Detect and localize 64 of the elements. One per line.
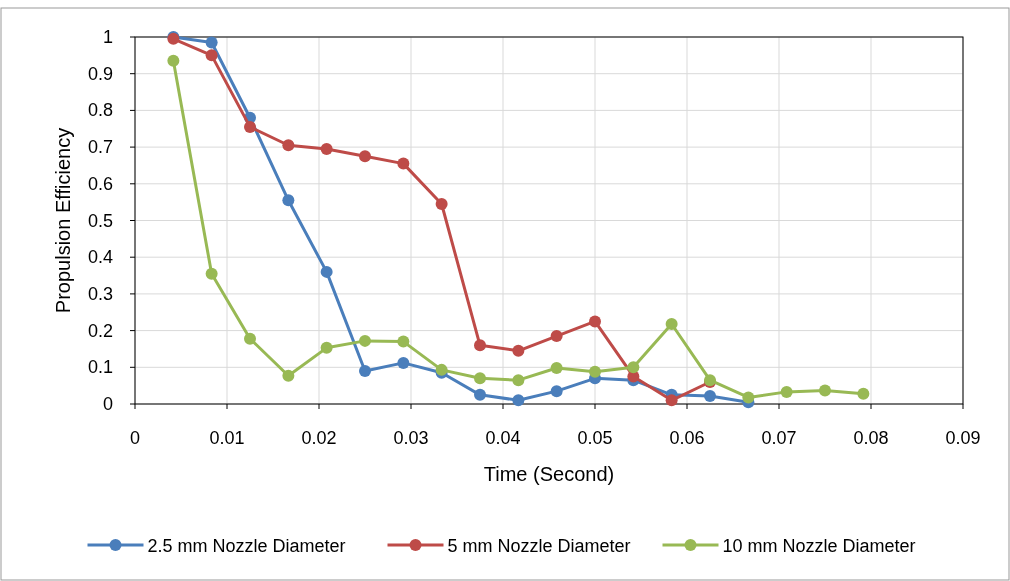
x-tick-label: 0 (129, 428, 141, 448)
point (435, 197, 448, 210)
point (550, 362, 563, 375)
point (359, 150, 371, 163)
point (857, 387, 870, 400)
y-tick-label: 0.9 (87, 63, 113, 84)
legend-label: 5 mm Nozzle Diameter (447, 536, 631, 556)
x-tick-label: 0.06 (669, 428, 705, 448)
legend-label: 10 mm Nozzle Diameter (722, 536, 916, 556)
x-tick-label: 0.01 (209, 428, 245, 448)
y-tick-label: 0.8 (87, 100, 113, 121)
point (205, 36, 218, 49)
x-tick-label: 0.07 (761, 428, 797, 448)
point (359, 334, 371, 347)
point (589, 365, 601, 378)
point (397, 157, 410, 170)
y-tick-label: 0.1 (87, 357, 113, 378)
point (205, 49, 218, 62)
point (320, 265, 333, 278)
x-tick-label: 0.02 (301, 428, 337, 448)
point (474, 339, 486, 352)
point (282, 369, 295, 382)
point (550, 330, 563, 343)
point (589, 315, 601, 328)
point (780, 385, 793, 398)
y-tick-label: 0.2 (87, 320, 113, 341)
point (167, 54, 180, 67)
x-tick-label: 0.09 (945, 428, 981, 448)
y-axis-title: Propulsion Efficiency (52, 127, 74, 314)
point (282, 194, 295, 207)
point (512, 394, 525, 407)
point (550, 385, 563, 398)
point (244, 332, 256, 345)
point (359, 364, 371, 377)
y-tick-label: 0 (102, 394, 113, 414)
point (512, 344, 525, 357)
point (474, 388, 486, 401)
y-tick-label: 0.7 (87, 137, 113, 158)
point (665, 317, 678, 330)
legend-label: 2.5 mm Nozzle Diameter (147, 536, 346, 556)
x-tick-label: 0.03 (393, 428, 429, 448)
point (512, 374, 525, 387)
point (397, 335, 410, 348)
point (320, 341, 333, 354)
y-tick-label: 1 (102, 27, 113, 47)
y-tick-label: 0.6 (87, 173, 113, 194)
point (320, 142, 333, 155)
point (819, 384, 831, 397)
point (627, 361, 640, 374)
point (282, 139, 295, 152)
y-tick-label: 0.4 (87, 247, 113, 268)
x-tick-label: 0.05 (577, 428, 613, 448)
point (244, 120, 256, 133)
point (205, 267, 218, 280)
x-tick-label: 0.08 (853, 428, 889, 448)
x-axis-title: Time (Second) (483, 463, 615, 485)
x-tick-label: 0.04 (485, 428, 521, 448)
point (742, 391, 755, 404)
y-tick-label: 0.3 (87, 283, 113, 304)
y-tick-label: 0.5 (87, 210, 113, 231)
point (665, 394, 678, 407)
point (474, 372, 486, 385)
point (704, 389, 716, 402)
point (397, 356, 410, 369)
